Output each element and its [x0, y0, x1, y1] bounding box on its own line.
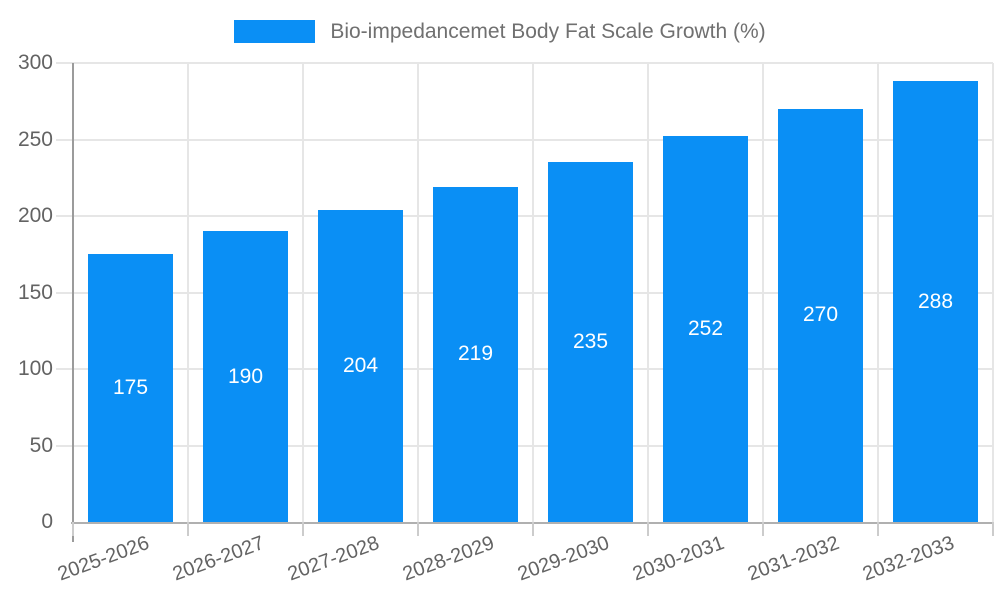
- bar-value-label: 190: [227, 364, 264, 388]
- gridline-vertical: [187, 63, 189, 522]
- y-axis-tick-label: 50: [29, 433, 53, 457]
- gridline-horizontal: [56, 291, 993, 294]
- y-axis-tick-label: 200: [17, 204, 53, 227]
- bar-value-label: 252: [687, 317, 724, 341]
- bar-value-label: 204: [342, 353, 379, 377]
- bar-value-label: 175: [112, 376, 149, 400]
- x-axis-tick-mark: [877, 522, 879, 536]
- gridline-vertical: [532, 63, 534, 522]
- gridline-vertical: [417, 63, 419, 522]
- y-axis-tick-label: 300: [17, 51, 53, 74]
- x-axis-tick-mark: [992, 522, 994, 536]
- legend: Bio-impedancemet Body Fat Scale Growth (…: [0, 19, 1000, 44]
- legend-swatch: [234, 20, 316, 43]
- y-axis-line: [72, 63, 74, 542]
- x-axis-tick-mark: [72, 522, 74, 536]
- bar: 252: [663, 136, 748, 522]
- gridline-vertical: [877, 63, 879, 522]
- x-axis-category-label: 2032-2033: [859, 532, 958, 586]
- x-axis-tick-mark: [762, 522, 764, 536]
- bar: 235: [548, 162, 633, 522]
- gridline-horizontal: [56, 62, 993, 64]
- x-axis-tick-mark: [417, 522, 419, 536]
- bar: 288: [893, 81, 978, 522]
- x-axis-category-label: 2027-2028: [284, 532, 383, 586]
- gridline-vertical: [647, 63, 649, 522]
- gridline-horizontal: [56, 215, 993, 217]
- legend-label: Bio-impedancemet Body Fat Scale Growth (…: [330, 20, 766, 43]
- x-axis-tick-mark: [532, 522, 534, 536]
- gridline-horizontal: [56, 138, 993, 141]
- bar-value-label: 270: [802, 303, 839, 327]
- bar: 190: [203, 231, 288, 522]
- gridline-vertical: [762, 63, 764, 522]
- bar: 270: [778, 108, 863, 522]
- x-axis-category-label: 2028-2029: [399, 532, 498, 586]
- bar-value-label: 219: [457, 342, 494, 366]
- x-axis-category-label: 2029-2030: [514, 532, 613, 586]
- x-axis-tick-mark: [187, 522, 189, 536]
- y-axis-tick-label: 0: [41, 510, 53, 533]
- y-axis-tick-label: 250: [17, 127, 53, 151]
- x-axis-category-label: 2026-2027: [169, 532, 268, 586]
- bar-value-label: 235: [572, 330, 609, 354]
- bar-value-label: 288: [917, 289, 954, 313]
- gridline-vertical: [302, 63, 304, 522]
- bar: 219: [433, 186, 518, 522]
- x-axis-category-label: 2031-2032: [744, 532, 843, 586]
- y-axis-tick-label: 100: [17, 357, 53, 380]
- gridline-horizontal: [56, 444, 993, 447]
- x-axis-category-label: 2030-2031: [629, 532, 728, 586]
- bar: 175: [88, 254, 173, 522]
- plot-area: 0 50 100 150 200 250 300 175 190 204 219 235 252 270 2…: [18, 51, 994, 585]
- gridline-vertical: [992, 63, 994, 522]
- gridline-horizontal: [56, 368, 993, 370]
- bar: 204: [318, 209, 403, 522]
- x-axis-tick-mark: [647, 522, 649, 536]
- x-axis-category-label: 2025-2026: [54, 532, 153, 586]
- x-axis-tick-mark: [302, 522, 304, 536]
- y-axis-tick-label: 150: [17, 280, 53, 304]
